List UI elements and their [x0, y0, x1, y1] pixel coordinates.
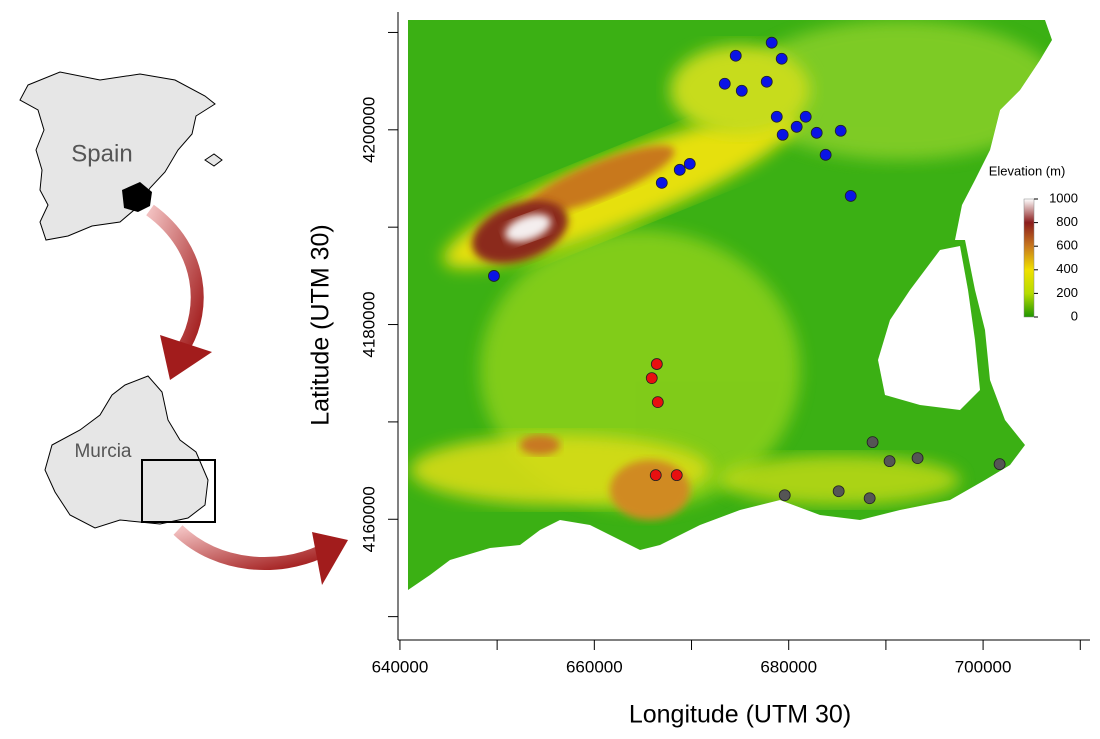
site-point: [820, 149, 831, 160]
x-axis-label: Longitude (UTM 30): [629, 701, 851, 729]
site-point: [766, 37, 777, 48]
elevation-map: [400, 15, 1100, 615]
site-point: [867, 437, 878, 448]
site-point: [777, 129, 788, 140]
colorbar-tick-label: 800: [1056, 214, 1078, 229]
site-point: [884, 456, 895, 467]
site-point: [736, 85, 747, 96]
x-tick-label: 660000: [566, 657, 623, 676]
site-point: [845, 190, 856, 201]
arrow-head: [312, 532, 348, 585]
site-point: [835, 125, 846, 136]
colorbar-tick-label: 600: [1056, 238, 1078, 253]
site-point: [791, 121, 802, 132]
site-point: [651, 359, 662, 370]
colorbar-tick-label: 0: [1071, 308, 1078, 323]
y-tick-label: 4160000: [359, 486, 378, 552]
arrow: [150, 210, 197, 345]
site-point: [488, 270, 499, 281]
y-tick-label: 4180000: [359, 291, 378, 357]
colorbar-title: Elevation (m): [989, 163, 1066, 178]
colorbar-tick-label: 200: [1056, 285, 1078, 300]
site-point: [650, 470, 661, 481]
murcia-label: Murcia: [74, 441, 131, 462]
spain-label: Spain: [71, 140, 132, 167]
y-axis-label: Latitude (UTM 30): [307, 224, 335, 425]
x-tick-label: 680000: [760, 657, 817, 676]
site-point: [674, 164, 685, 175]
site-point: [811, 127, 822, 138]
site-point: [719, 78, 730, 89]
x-tick-label: 700000: [955, 657, 1012, 676]
arrow: [178, 530, 320, 564]
site-point: [912, 453, 923, 464]
x-tick-label: 640000: [372, 657, 429, 676]
site-point: [646, 373, 657, 384]
y-tick-label: 4200000: [359, 97, 378, 163]
site-point: [833, 486, 844, 497]
site-point: [800, 111, 811, 122]
site-point: [656, 177, 667, 188]
colorbar-tick-label: 1000: [1049, 190, 1078, 205]
colorbar: [1024, 199, 1034, 317]
site-point: [730, 50, 741, 61]
site-point: [771, 111, 782, 122]
colorbar-tick-label: 400: [1056, 261, 1078, 276]
balearic: [205, 154, 222, 166]
site-point: [652, 397, 663, 408]
site-point: [994, 459, 1005, 470]
site-point: [684, 158, 695, 169]
site-point: [864, 493, 875, 504]
site-point: [671, 470, 682, 481]
site-point: [761, 76, 772, 87]
figure: Spain Murcia Longitude (UTM 30) Latitude…: [0, 0, 1100, 734]
site-point: [779, 490, 790, 501]
site-point: [776, 53, 787, 64]
